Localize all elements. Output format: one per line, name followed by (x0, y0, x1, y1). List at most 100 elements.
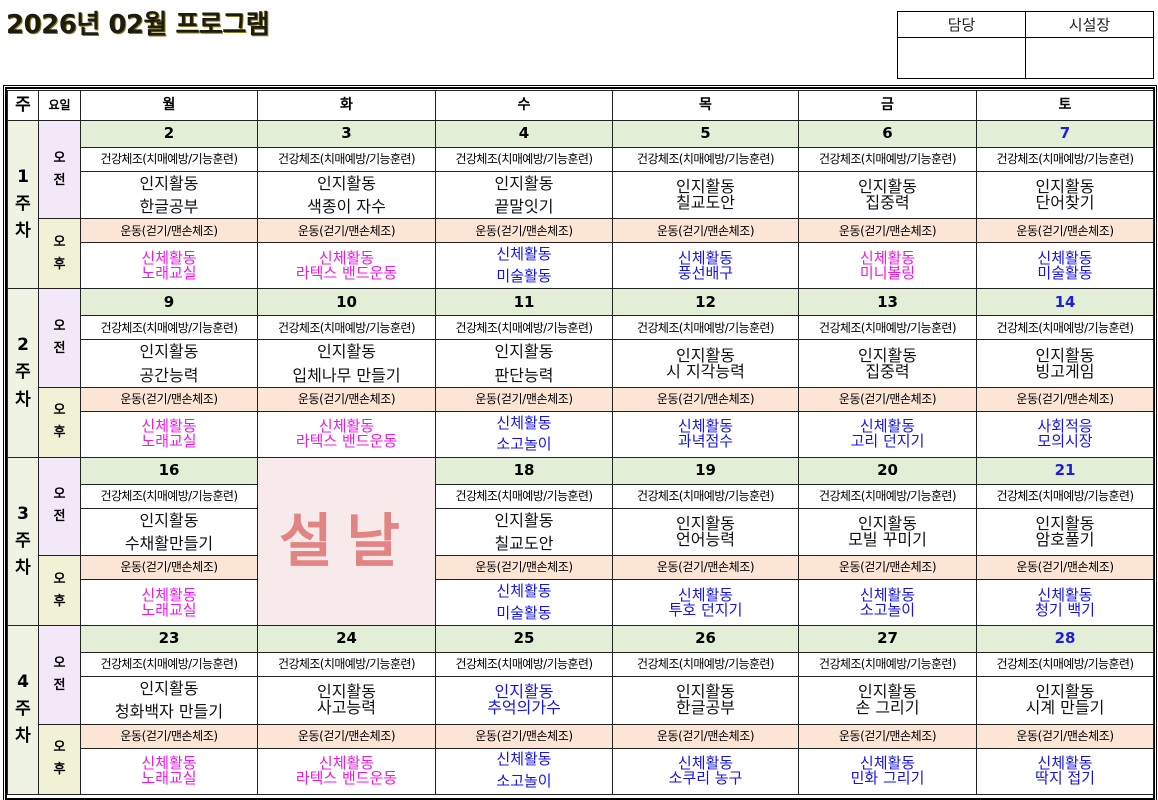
afternoon-exercise-cell[interactable]: 운동(걷기/맨손체조) (976, 386, 1154, 412)
cognitive-activity-cell[interactable]: 인지활동 색종이 자수 (257, 170, 436, 220)
afternoon-exercise-cell[interactable]: 운동(걷기/맨손체조) (435, 555, 613, 581)
date-cell[interactable]: 11 (435, 288, 613, 317)
cognitive-activity-cell[interactable]: 인지활동 한글공부 (80, 170, 258, 220)
physical-activity-cell[interactable]: 신체활동 소고놀이 (798, 579, 977, 627)
afternoon-exercise-cell[interactable]: 운동(걷기/맨손체조) (976, 555, 1154, 581)
morning-exercise-cell[interactable]: 건강체조(치매예방/기능훈련) (976, 483, 1154, 509)
morning-exercise-cell[interactable]: 건강체조(치매예방/기능훈련) (612, 315, 799, 341)
physical-activity-cell[interactable]: 신체활동 미술활동 (435, 579, 613, 627)
afternoon-exercise-cell[interactable]: 운동(걷기/맨손체조) (798, 386, 977, 412)
physical-activity-cell[interactable]: 신체활동 노래교실 (80, 410, 258, 458)
approval-sign-manager[interactable] (897, 37, 1026, 79)
date-cell[interactable]: 21 (976, 456, 1154, 485)
date-cell[interactable]: 12 (612, 288, 799, 317)
cognitive-activity-cell[interactable]: 인지활동 단어찾기 (976, 170, 1154, 220)
afternoon-exercise-cell[interactable]: 운동(걷기/맨손체조) (435, 218, 613, 244)
morning-exercise-cell[interactable]: 건강체조(치매예방/기능훈련) (976, 147, 1154, 172)
cognitive-activity-cell[interactable]: 인지활동 칠교도안 (435, 507, 613, 557)
physical-activity-cell[interactable]: 신체활동 소고놀이 (435, 410, 613, 458)
physical-activity-cell[interactable]: 사회적응 모의시장 (976, 410, 1154, 458)
date-cell[interactable]: 9 (80, 288, 258, 317)
morning-exercise-cell[interactable]: 건강체조(치매예방/기능훈련) (798, 147, 977, 172)
morning-exercise-cell[interactable]: 건강체조(치매예방/기능훈련) (435, 147, 613, 172)
cognitive-activity-cell[interactable]: 인지활동 언어능력 (612, 507, 799, 557)
morning-exercise-cell[interactable]: 건강체조(치매예방/기능훈련) (976, 315, 1154, 341)
physical-activity-cell[interactable]: 신체활동 민화 그리기 (798, 747, 977, 795)
date-cell[interactable]: 5 (612, 120, 799, 148)
physical-activity-cell[interactable]: 신체활동 미니볼링 (798, 242, 977, 290)
morning-exercise-cell[interactable]: 건강체조(치매예방/기능훈련) (80, 483, 258, 509)
morning-exercise-cell[interactable]: 건강체조(치매예방/기능훈련) (435, 483, 613, 509)
afternoon-exercise-cell[interactable]: 운동(걷기/맨손체조) (612, 555, 799, 581)
afternoon-exercise-cell[interactable]: 운동(걷기/맨손체조) (435, 723, 613, 749)
cognitive-activity-cell[interactable]: 인지활동 시계 만들기 (976, 676, 1154, 725)
afternoon-exercise-cell[interactable]: 운동(걷기/맨손체조) (798, 218, 977, 244)
morning-exercise-cell[interactable]: 건강체조(치매예방/기능훈련) (798, 652, 977, 678)
physical-activity-cell[interactable]: 신체활동 라텍스 밴드운동 (257, 410, 436, 458)
cognitive-activity-cell[interactable]: 인지활동 암호풀기 (976, 507, 1154, 557)
morning-exercise-cell[interactable]: 건강체조(치매예방/기능훈련) (80, 652, 258, 678)
cognitive-activity-cell[interactable]: 인지활동 시 지각능력 (612, 339, 799, 388)
cognitive-activity-cell[interactable]: 인지활동 판단능력 (435, 339, 613, 388)
date-cell[interactable]: 14 (976, 288, 1154, 317)
morning-exercise-cell[interactable]: 건강체조(치매예방/기능훈련) (612, 652, 799, 678)
cognitive-activity-cell[interactable]: 인지활동 손 그리기 (798, 676, 977, 725)
date-cell[interactable]: 24 (257, 625, 436, 654)
date-cell[interactable]: 4 (435, 120, 613, 148)
cognitive-activity-cell[interactable]: 인지활동 칠교도안 (612, 170, 799, 220)
date-cell[interactable]: 18 (435, 456, 613, 485)
afternoon-exercise-cell[interactable]: 운동(걷기/맨손체조) (257, 386, 436, 412)
afternoon-exercise-cell[interactable]: 운동(걷기/맨손체조) (798, 555, 977, 581)
morning-exercise-cell[interactable]: 건강체조(치매예방/기능훈련) (435, 315, 613, 341)
morning-exercise-cell[interactable]: 건강체조(치매예방/기능훈련) (798, 315, 977, 341)
physical-activity-cell[interactable]: 신체활동 투호 던지기 (612, 579, 799, 627)
date-cell[interactable]: 26 (612, 625, 799, 654)
morning-exercise-cell[interactable]: 건강체조(치매예방/기능훈련) (612, 147, 799, 172)
date-cell[interactable]: 20 (798, 456, 977, 485)
cognitive-activity-cell[interactable]: 인지활동 집중력 (798, 170, 977, 220)
afternoon-exercise-cell[interactable]: 운동(걷기/맨손체조) (612, 386, 799, 412)
physical-activity-cell[interactable]: 신체활동 소고놀이 (435, 747, 613, 795)
date-cell[interactable]: 6 (798, 120, 977, 148)
cognitive-activity-cell[interactable]: 인지활동 청화백자 만들기 (80, 676, 258, 725)
cognitive-activity-cell[interactable]: 인지활동 한글공부 (612, 676, 799, 725)
cognitive-activity-cell[interactable]: 인지활동 추억의가수 (435, 676, 613, 725)
cognitive-activity-cell[interactable]: 인지활동 끝말잇기 (435, 170, 613, 220)
afternoon-exercise-cell[interactable]: 운동(걷기/맨손체조) (257, 218, 436, 244)
afternoon-exercise-cell[interactable]: 운동(걷기/맨손체조) (435, 386, 613, 412)
physical-activity-cell[interactable]: 신체활동 노래교실 (80, 747, 258, 795)
date-cell[interactable]: 7 (976, 120, 1154, 148)
cognitive-activity-cell[interactable]: 인지활동 입체나무 만들기 (257, 339, 436, 388)
afternoon-exercise-cell[interactable]: 운동(걷기/맨손체조) (80, 386, 258, 412)
cognitive-activity-cell[interactable]: 인지활동 집중력 (798, 339, 977, 388)
physical-activity-cell[interactable]: 신체활동 과녁점수 (612, 410, 799, 458)
afternoon-exercise-cell[interactable]: 운동(걷기/맨손체조) (257, 723, 436, 749)
physical-activity-cell[interactable]: 신체활동 미술활동 (976, 242, 1154, 290)
physical-activity-cell[interactable]: 신체활동 풍선배구 (612, 242, 799, 290)
physical-activity-cell[interactable]: 신체활동 소쿠리 농구 (612, 747, 799, 795)
date-cell[interactable]: 19 (612, 456, 799, 485)
physical-activity-cell[interactable]: 신체활동 청기 백기 (976, 579, 1154, 627)
date-cell[interactable]: 23 (80, 625, 258, 654)
morning-exercise-cell[interactable]: 건강체조(치매예방/기능훈련) (612, 483, 799, 509)
morning-exercise-cell[interactable]: 건강체조(치매예방/기능훈련) (976, 652, 1154, 678)
date-cell[interactable]: 27 (798, 625, 977, 654)
cognitive-activity-cell[interactable]: 인지활동 공간능력 (80, 339, 258, 388)
physical-activity-cell[interactable]: 신체활동 미술활동 (435, 242, 613, 290)
afternoon-exercise-cell[interactable]: 운동(걷기/맨손체조) (80, 218, 258, 244)
afternoon-exercise-cell[interactable]: 운동(걷기/맨손체조) (976, 723, 1154, 749)
afternoon-exercise-cell[interactable]: 운동(걷기/맨손체조) (612, 218, 799, 244)
date-cell[interactable]: 25 (435, 625, 613, 654)
date-cell[interactable]: 16 (80, 456, 258, 485)
morning-exercise-cell[interactable]: 건강체조(치매예방/기능훈련) (257, 315, 436, 341)
cognitive-activity-cell[interactable]: 인지활동 수채활만들기 (80, 507, 258, 557)
physical-activity-cell[interactable]: 신체활동 딱지 접기 (976, 747, 1154, 795)
date-cell[interactable]: 3 (257, 120, 436, 148)
date-cell[interactable]: 28 (976, 625, 1154, 654)
morning-exercise-cell[interactable]: 건강체조(치매예방/기능훈련) (80, 315, 258, 341)
approval-sign-director[interactable] (1025, 37, 1154, 79)
date-cell[interactable]: 13 (798, 288, 977, 317)
physical-activity-cell[interactable]: 신체활동 라텍스 밴드운동 (257, 242, 436, 290)
cognitive-activity-cell[interactable]: 인지활동 모빌 꾸미기 (798, 507, 977, 557)
afternoon-exercise-cell[interactable]: 운동(걷기/맨손체조) (80, 555, 258, 581)
